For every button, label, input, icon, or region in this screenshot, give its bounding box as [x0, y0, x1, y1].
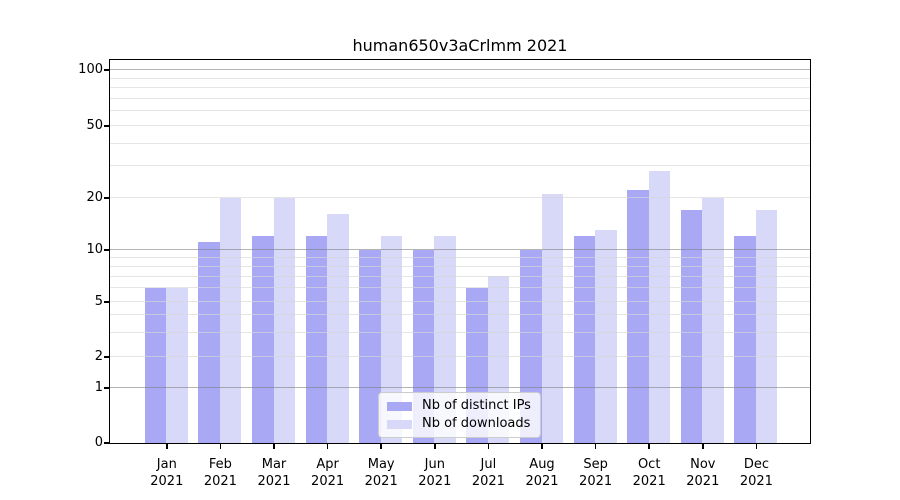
y-axis: 0 1 2 5 10 20 50 100 — [0, 60, 103, 450]
bar-ips-feb — [198, 242, 220, 443]
x-tick-mark — [702, 444, 704, 449]
bar-ips-nov — [680, 209, 703, 443]
x-tick-mark — [541, 444, 543, 449]
y-tick-mark — [104, 356, 109, 358]
bar-downloads-mar — [273, 197, 295, 443]
x-tick-label-oct: Oct 2021 — [632, 457, 666, 489]
bar-downloads-dec — [755, 209, 778, 443]
bar-downloads-sep — [595, 229, 617, 443]
x-tick-label-mar: Mar 2021 — [257, 457, 291, 489]
x-tick-mark — [648, 444, 650, 449]
y-tick-label: 0 — [94, 435, 103, 450]
y-tick-mark — [104, 125, 109, 127]
x-tick-label-jan: Jan 2021 — [150, 457, 184, 489]
legend: Nb of distinct IPs Nb of downloads — [378, 392, 541, 438]
bar-downloads-nov — [702, 197, 724, 443]
bar-ips-jan — [144, 287, 167, 443]
x-tick-mark — [755, 444, 758, 449]
x-tick-label-apr: Apr 2021 — [311, 457, 345, 489]
y-tick-label: 100 — [78, 62, 103, 77]
bar-ips-sep — [573, 235, 596, 443]
y-tick-mark — [104, 442, 109, 444]
bar-ips-dec — [734, 235, 756, 443]
x-tick-label-jul: Jul 2021 — [471, 457, 505, 489]
x-tick-label-nov: Nov 2021 — [686, 457, 720, 489]
y-tick-label: 20 — [86, 190, 103, 205]
x-tick-mark — [166, 444, 168, 449]
bar-downloads-feb — [219, 197, 242, 443]
legend-swatch-distinct-ips — [387, 401, 412, 411]
bar-downloads-aug — [541, 193, 563, 443]
x-tick-label-aug: Aug 2021 — [525, 457, 559, 489]
y-tick-label: 1 — [94, 380, 103, 395]
legend-label-distinct-ips: Nb of distinct IPs — [422, 398, 531, 413]
bar-ips-apr — [305, 235, 328, 443]
y-tick-mark — [104, 387, 109, 389]
x-tick-mark — [434, 444, 436, 449]
bar-downloads-jan — [166, 287, 188, 443]
legend-label-downloads: Nb of downloads — [422, 416, 531, 431]
x-tick-label-dec: Dec 2021 — [739, 457, 773, 489]
bar-downloads-apr — [327, 214, 349, 443]
bar-ips-mar — [252, 235, 274, 443]
y-tick-mark — [104, 249, 109, 251]
x-tick-label-sep: Sep 2021 — [579, 457, 613, 489]
bar-ips-may — [359, 249, 381, 443]
chart-title: human650v3aCrlmm 2021 — [352, 36, 568, 55]
x-tick-mark — [380, 444, 382, 449]
x-tick-mark — [487, 444, 490, 449]
x-tick-mark — [219, 444, 222, 449]
x-tick-mark — [594, 444, 597, 449]
legend-item-downloads: Nb of downloads — [387, 417, 531, 431]
legend-swatch-downloads — [387, 419, 412, 429]
y-tick-label: 2 — [94, 349, 103, 364]
y-tick-label: 10 — [86, 242, 103, 257]
x-tick-label-may: May 2021 — [364, 457, 398, 489]
bar-ips-oct — [627, 190, 649, 443]
y-tick-mark — [104, 197, 109, 199]
bar-downloads-oct — [648, 171, 671, 443]
x-tick-mark — [273, 444, 275, 449]
bars-layer — [110, 60, 810, 443]
y-tick-label: 5 — [94, 294, 103, 309]
y-tick-mark — [104, 69, 109, 71]
x-tick-label-jun: Jun 2021 — [418, 457, 452, 489]
y-tick-label: 50 — [86, 118, 103, 133]
x-tick-mark — [326, 444, 329, 449]
plot-area — [108, 58, 811, 444]
legend-item-distinct-ips: Nb of distinct IPs — [387, 399, 531, 413]
x-tick-label-feb: Feb 2021 — [203, 457, 237, 489]
x-axis: Jan 2021 Feb 2021 Mar 2021 Apr 2021 May 2021 Jun 20… — [110, 444, 810, 500]
y-tick-mark — [104, 301, 109, 303]
